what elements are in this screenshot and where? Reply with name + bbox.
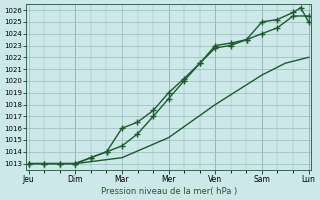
X-axis label: Pression niveau de la mer( hPa ): Pression niveau de la mer( hPa ) [100, 187, 237, 196]
